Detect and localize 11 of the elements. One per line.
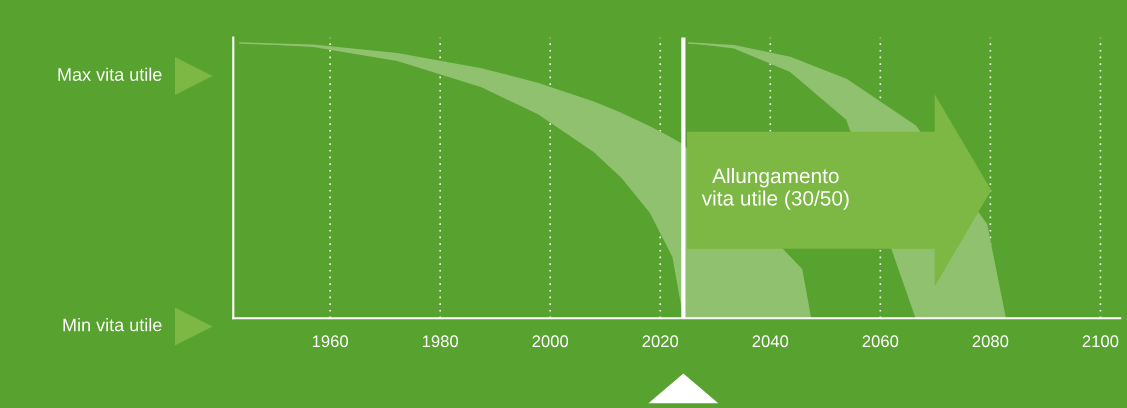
text: Max vita utile (58, 67, 162, 81)
x-tick-label: 2080 (972, 335, 1009, 348)
x-tick-label: 2060 (862, 335, 899, 348)
x-tick-label: 2020 (642, 335, 679, 348)
x-tick-label: 1980 (422, 335, 459, 348)
text: Min vita utile (63, 318, 162, 332)
x-tick-label: 2100 (1082, 335, 1119, 348)
x-tick-label: 2000 (532, 335, 569, 348)
x-tick-label: 2040 (752, 335, 789, 348)
x-tick-label: 1960 (312, 335, 349, 348)
annotation: Allungamento vita utile (30/50) (701, 167, 849, 210)
